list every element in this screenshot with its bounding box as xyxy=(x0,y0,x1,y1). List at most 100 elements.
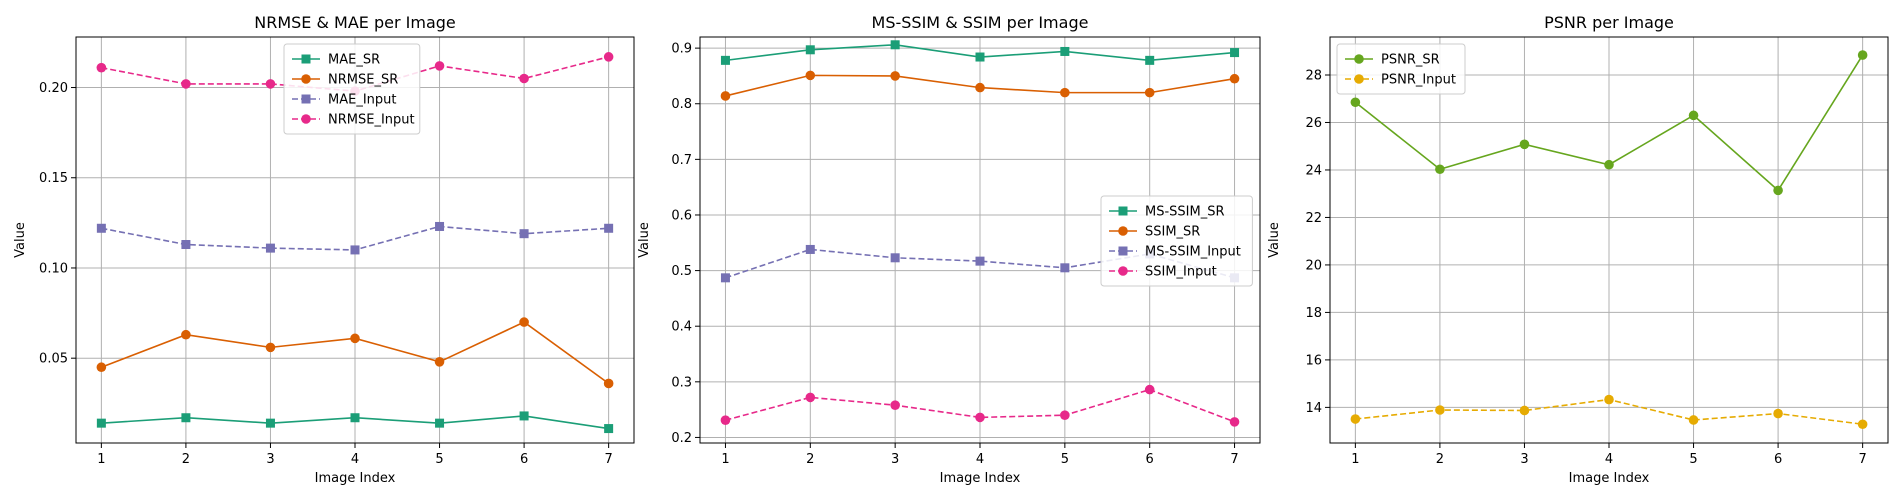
data-point xyxy=(1435,164,1445,175)
data-point xyxy=(1060,87,1070,98)
legend-marker xyxy=(301,94,311,104)
legend-label: MAE_Input xyxy=(328,93,397,108)
data-point xyxy=(181,79,191,89)
x-tick-label: 7 xyxy=(1230,452,1238,467)
y-tick-label: 0.4 xyxy=(671,320,692,335)
data-point xyxy=(1060,410,1070,420)
y-tick-label: 0.15 xyxy=(39,171,68,186)
data-point xyxy=(1604,159,1614,170)
data-point xyxy=(720,415,731,425)
y-tick-label: 26 xyxy=(1305,116,1322,131)
y-tick-label: 0.2 xyxy=(671,431,692,446)
data-point xyxy=(1773,185,1783,196)
chart-panel-3: 1 2 3 4 5 6 7 14 16 18 20 22 24 26 28 PSNR per Image Ima… xyxy=(1267,13,1889,486)
x-tick-label: 5 xyxy=(1061,452,1069,467)
data-point xyxy=(350,333,360,344)
data-point xyxy=(1519,405,1530,416)
chart-title: MS-SSIM & SSIM per Image xyxy=(872,13,1089,32)
y-tick-label: 22 xyxy=(1305,211,1322,226)
legend-label: SSIM_SR xyxy=(1145,225,1200,240)
data-point xyxy=(434,61,445,71)
data-point xyxy=(1144,87,1155,98)
data-point xyxy=(350,245,360,255)
y-tick-label: 0.3 xyxy=(671,375,692,390)
x-tick-label: 6 xyxy=(520,452,528,467)
x-tick-label: 6 xyxy=(1774,452,1782,467)
data-point xyxy=(1519,139,1530,150)
series-MS-SSIM_SR xyxy=(720,40,1240,65)
x-tick-label: 4 xyxy=(351,452,359,467)
data-point xyxy=(519,73,529,84)
legend-marker xyxy=(1354,74,1364,84)
data-point xyxy=(975,256,985,266)
data-point xyxy=(720,273,730,283)
data-point xyxy=(1773,408,1783,419)
legend-marker xyxy=(1118,226,1128,236)
data-point xyxy=(96,62,107,73)
x-tick-label: 1 xyxy=(1351,452,1359,467)
y-tick-label: 14 xyxy=(1305,401,1322,416)
x-tick-label: 3 xyxy=(1520,452,1528,467)
data-point xyxy=(975,412,985,423)
legend-label: NRMSE_Input xyxy=(328,113,415,128)
x-tick-label: 2 xyxy=(806,452,814,467)
y-tick-label: 0.10 xyxy=(39,261,68,276)
x-axis-label: Image Index xyxy=(940,471,1021,486)
chart-panel-1: 1 2 3 4 5 6 7 0.05 0.10 0.15 0.20 NRMSE & MAE per I… xyxy=(13,13,635,486)
data-point xyxy=(805,244,815,254)
series-SSIM_SR xyxy=(720,70,1240,101)
x-tick-label: 6 xyxy=(1146,452,1154,467)
series-MAE_Input xyxy=(96,221,614,255)
data-point xyxy=(350,413,360,423)
data-point xyxy=(720,55,730,65)
y-tick-label: 0.8 xyxy=(671,97,692,112)
legend-marker xyxy=(301,114,311,124)
legend-label: SSIM_Input xyxy=(1145,265,1217,280)
y-tick-label: 0.9 xyxy=(671,42,692,57)
legend-marker xyxy=(301,74,311,84)
legend-marker xyxy=(1118,266,1128,276)
data-point xyxy=(265,342,276,353)
legend-label: MS-SSIM_Input xyxy=(1145,245,1241,260)
legend: MAE_SR NRMSE_SR MAE_Input NRMSE_Input xyxy=(283,43,421,135)
series-NRMSE_SR xyxy=(96,317,614,389)
data-point xyxy=(1604,394,1614,405)
data-point xyxy=(265,79,276,89)
data-point xyxy=(603,52,614,62)
y-tick-label: 16 xyxy=(1305,353,1322,368)
data-point xyxy=(890,40,900,50)
legend-label: NRMSE_SR xyxy=(328,73,398,88)
legend: MS-SSIM_SR SSIM_SR MS-SSIM_Input SSIM_Input xyxy=(1100,195,1253,287)
x-tick-label: 7 xyxy=(1858,452,1866,467)
data-point xyxy=(890,400,900,410)
legend-box xyxy=(283,43,421,135)
x-tick-label: 5 xyxy=(435,452,443,467)
data-point xyxy=(265,243,275,253)
y-tick-label: 24 xyxy=(1305,163,1322,178)
data-point xyxy=(1060,263,1070,273)
data-point xyxy=(604,223,614,233)
legend-box xyxy=(1336,43,1466,95)
data-point xyxy=(603,378,614,389)
legend-box xyxy=(1100,195,1253,287)
data-point xyxy=(96,362,107,373)
data-point xyxy=(1350,414,1361,424)
x-tick-label: 5 xyxy=(1689,452,1697,467)
data-point xyxy=(96,418,106,428)
x-tick-label: 1 xyxy=(721,452,729,467)
data-point xyxy=(1435,405,1445,415)
data-point xyxy=(181,240,191,250)
chart-title: PSNR per Image xyxy=(1544,13,1674,32)
data-point xyxy=(181,329,191,340)
chart-title: NRMSE & MAE per Image xyxy=(254,13,456,32)
legend-marker xyxy=(1118,206,1128,216)
data-point xyxy=(519,411,529,421)
x-tick-label: 1 xyxy=(97,452,105,467)
y-tick-label: 28 xyxy=(1305,68,1322,83)
x-axis-label: Image Index xyxy=(315,471,396,486)
y-axis-label: Value xyxy=(13,222,28,258)
data-point xyxy=(1688,110,1699,121)
data-point xyxy=(720,91,731,101)
y-axis-label: Value xyxy=(1267,222,1282,258)
